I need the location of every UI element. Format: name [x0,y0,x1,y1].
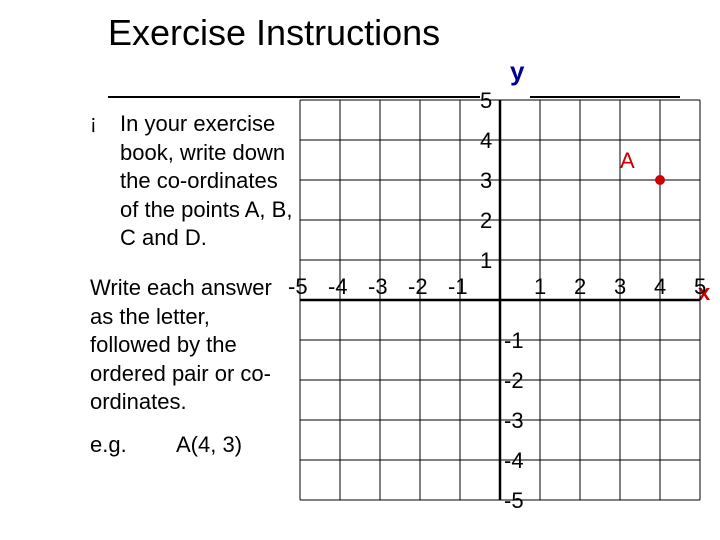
example-value: A(4, 3) [176,432,242,458]
y-tick-5: 5 [480,88,492,114]
x-tick-5: 5 [694,274,706,300]
y-tick-neg-3: -3 [504,408,524,434]
y-tick-neg-1: -1 [504,328,524,354]
x-tick-neg-3: -3 [368,274,388,300]
example-label: e.g. [90,432,127,458]
x-tick-neg-5: -5 [288,274,308,300]
x-tick-2: 2 [574,274,586,300]
y-tick-neg-2: -2 [504,368,524,394]
y-tick-2: 2 [480,208,492,234]
y-tick-1: 1 [480,248,492,274]
y-tick-neg-5: -5 [504,488,524,514]
x-tick-1: 1 [534,274,546,300]
instruction-text-2: Write each answer as the letter, followe… [90,274,280,417]
bullet-icon: ¡ [90,112,97,135]
x-tick-3: 3 [614,274,626,300]
page-title: Exercise Instructions [108,12,440,54]
instruction-text-1: In your exercise book, write down the co… [120,110,300,253]
y-tick-4: 4 [480,128,492,154]
y-tick-neg-4: -4 [504,448,524,474]
x-tick-neg-4: -4 [328,274,348,300]
x-tick-neg-1: -1 [448,274,468,300]
x-tick-neg-2: -2 [408,274,428,300]
y-tick-3: 3 [480,168,492,194]
x-tick-4: 4 [654,274,666,300]
point-a-label: A [620,148,635,174]
